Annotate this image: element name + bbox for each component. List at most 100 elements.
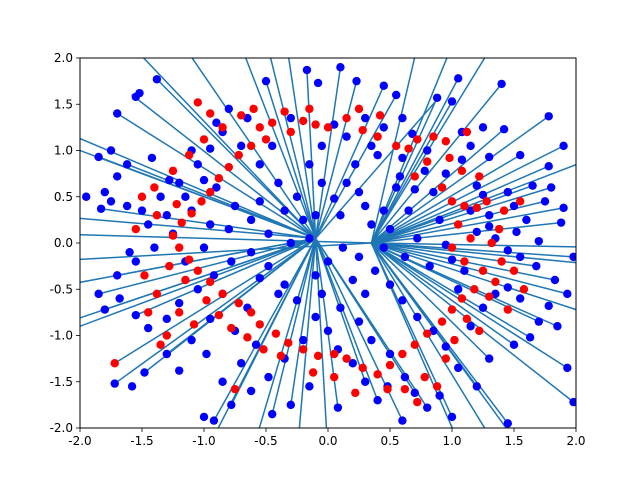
scatter-point	[162, 211, 171, 220]
scatter-point	[544, 112, 553, 121]
scatter-point	[487, 238, 496, 248]
scatter-point	[410, 340, 419, 349]
connector-line	[80, 237, 317, 328]
scatter-point	[187, 209, 196, 218]
scatter-point	[125, 248, 134, 257]
scatter-point	[429, 187, 438, 197]
scatter-point	[348, 275, 357, 285]
scatter-point	[383, 384, 392, 394]
scatter-point	[435, 215, 444, 225]
connector-line	[370, 97, 438, 244]
scatter-point	[375, 111, 385, 120]
connector-line	[370, 83, 503, 244]
connector-line	[126, 163, 317, 240]
connector-line	[370, 242, 490, 360]
scatter-point	[305, 234, 314, 243]
scatter-point	[460, 266, 469, 275]
plot-area	[80, 58, 576, 428]
scatter-point	[237, 111, 246, 120]
scatter-point	[437, 317, 447, 326]
scatter-point	[447, 412, 457, 422]
scatter-point	[423, 157, 432, 166]
scatter-point	[144, 308, 153, 317]
scatter-point	[534, 317, 543, 326]
scatter-point	[475, 326, 484, 336]
scatter-point	[150, 243, 159, 252]
y-tick-label: 0.0	[54, 236, 73, 250]
scatter-points	[82, 63, 576, 428]
scatter-point	[175, 298, 184, 308]
x-tick-label: -2.0	[68, 434, 91, 448]
scatter-point	[206, 187, 215, 197]
scatter-point	[230, 201, 240, 211]
scatter-point	[499, 206, 509, 215]
scatter-point	[246, 248, 256, 257]
x-tick-label: -0.5	[254, 434, 277, 448]
scatter-point	[447, 97, 457, 106]
scatter-point	[147, 153, 157, 163]
scatter-point	[354, 104, 364, 114]
scatter-point	[202, 349, 211, 359]
scatter-point	[491, 277, 500, 287]
scatter-point	[478, 190, 488, 200]
scatter-point	[144, 323, 153, 333]
scatter-point	[209, 416, 219, 425]
scatter-point	[410, 388, 419, 398]
connector-line	[370, 242, 576, 264]
scatter-point	[271, 329, 281, 338]
scatter-point	[214, 174, 224, 183]
scatter-point	[547, 183, 556, 192]
scatter-point	[274, 178, 283, 188]
scatter-point	[317, 141, 326, 151]
scatter-point	[261, 76, 271, 86]
scatter-point	[189, 320, 199, 329]
x-tick-label: -1.5	[130, 434, 153, 448]
scatter-point	[423, 146, 432, 155]
connector-line	[370, 207, 565, 244]
scatter-point	[423, 403, 432, 412]
scatter-point	[398, 113, 407, 123]
scatter-point	[137, 192, 147, 201]
scatter-point	[472, 203, 481, 213]
scatter-point	[177, 218, 186, 227]
scatter-point	[212, 118, 221, 127]
y-axis: -2.0 -1.5 -1.0 -0.5 0.0 0.5 1.0 1.5 2.0	[50, 51, 80, 435]
scatter-point	[447, 243, 457, 252]
y-tick-label: 2.0	[54, 51, 73, 65]
connector-line	[113, 237, 317, 385]
scatter-point	[106, 197, 116, 206]
scatter-point	[432, 93, 442, 102]
x-tick-label: 0.5	[380, 434, 399, 448]
connector-line	[370, 100, 453, 244]
scatter-point	[259, 345, 268, 354]
scatter-point	[398, 416, 407, 425]
scatter-point	[472, 382, 481, 391]
scatter-point	[212, 183, 221, 192]
scatter-point	[478, 123, 488, 132]
scatter-point	[255, 160, 264, 169]
scatter-point	[152, 75, 162, 84]
scatter-point	[193, 160, 202, 169]
scatter-point	[466, 141, 475, 151]
scatter-point	[454, 220, 463, 229]
y-tick-label: -1.0	[50, 329, 73, 343]
scatter-point	[512, 227, 521, 237]
scatter-point	[292, 296, 302, 305]
scatter-point	[385, 224, 395, 234]
connector-line	[370, 145, 565, 244]
scatter-point	[457, 166, 467, 176]
scatter-point	[209, 271, 219, 280]
scatter-point	[234, 150, 243, 160]
connector-line	[116, 237, 317, 277]
scatter-point	[299, 215, 308, 225]
scatter-point	[140, 271, 149, 280]
connector-line	[370, 242, 486, 428]
scatter-point	[218, 377, 227, 386]
scatter-point	[400, 372, 410, 382]
scatter-point	[450, 335, 459, 345]
scatter-point	[410, 185, 419, 194]
scatter-point	[462, 314, 472, 324]
scatter-point	[379, 81, 388, 90]
y-tick-label: -2.0	[50, 421, 73, 435]
scatter-point	[351, 160, 360, 169]
